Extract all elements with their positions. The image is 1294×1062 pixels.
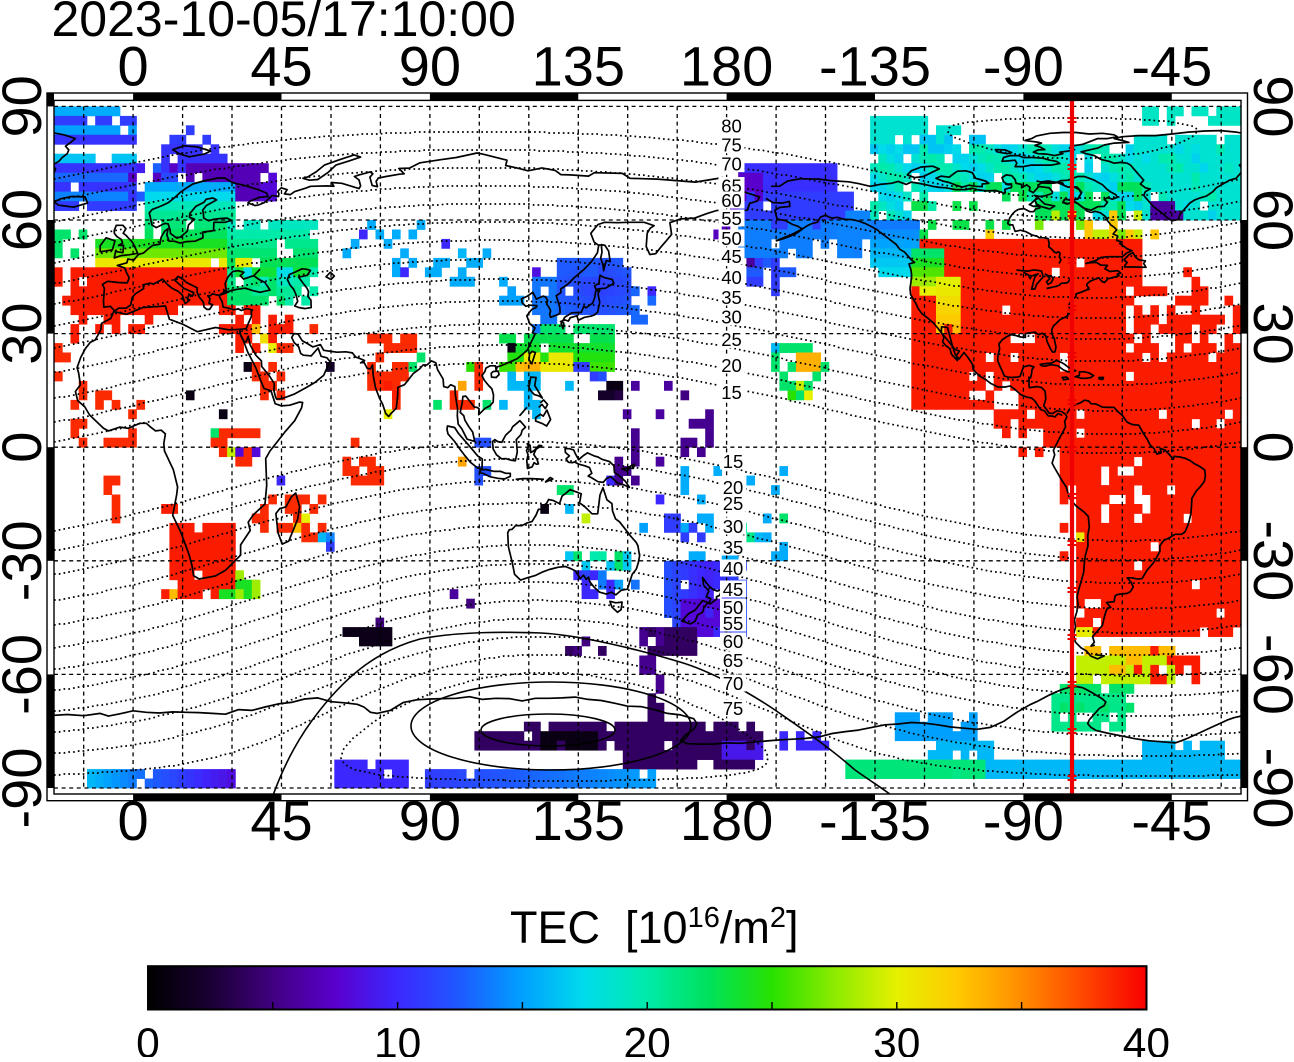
- svg-text:TEC [1016/m2]: TEC [1016/m2]: [510, 902, 798, 953]
- svg-text:180: 180: [680, 35, 773, 98]
- svg-text:-60: -60: [1242, 634, 1294, 715]
- svg-text:45: 45: [721, 246, 742, 267]
- svg-text:40: 40: [721, 267, 742, 288]
- svg-text:35: 35: [721, 287, 742, 308]
- svg-text:180: 180: [680, 789, 773, 852]
- svg-text:-90: -90: [983, 789, 1064, 852]
- svg-text:30: 30: [1242, 302, 1294, 364]
- svg-text:20: 20: [721, 355, 742, 376]
- svg-text:30: 30: [873, 1021, 920, 1058]
- svg-text:25: 25: [723, 493, 744, 514]
- svg-text:-60: -60: [0, 634, 53, 715]
- svg-text:55: 55: [721, 208, 742, 229]
- svg-text:0: 0: [1242, 432, 1294, 463]
- svg-text:30: 30: [723, 516, 744, 537]
- svg-text:15: 15: [721, 382, 742, 403]
- svg-text:2023-10-05/17:10:00: 2023-10-05/17:10:00: [52, 0, 516, 47]
- svg-text:25: 25: [721, 329, 742, 350]
- svg-text:40: 40: [1123, 1021, 1170, 1058]
- svg-text:-135: -135: [819, 789, 931, 852]
- svg-text:80: 80: [721, 116, 742, 137]
- svg-text:75: 75: [721, 135, 742, 156]
- svg-text:65: 65: [723, 650, 744, 671]
- svg-text:-30: -30: [1242, 520, 1294, 601]
- svg-text:-45: -45: [1131, 35, 1212, 98]
- svg-text:0: 0: [118, 789, 149, 852]
- svg-text:-45: -45: [1131, 789, 1212, 852]
- svg-text:0: 0: [118, 35, 149, 98]
- svg-text:-135: -135: [819, 35, 931, 98]
- svg-text:60: 60: [0, 189, 53, 251]
- svg-text:75: 75: [723, 698, 744, 719]
- svg-text:30: 30: [0, 302, 53, 364]
- svg-text:70: 70: [721, 153, 742, 174]
- svg-text:10: 10: [374, 1021, 421, 1058]
- svg-text:-90: -90: [0, 748, 53, 829]
- svg-text:60: 60: [723, 631, 744, 652]
- svg-text:-90: -90: [1242, 748, 1294, 829]
- svg-text:-90: -90: [983, 35, 1064, 98]
- svg-text:90: 90: [1242, 75, 1294, 137]
- svg-text:135: 135: [532, 35, 625, 98]
- svg-text:0: 0: [0, 432, 53, 463]
- svg-text:90: 90: [399, 789, 461, 852]
- svg-text:90: 90: [399, 35, 461, 98]
- svg-text:60: 60: [1242, 189, 1294, 251]
- svg-text:45: 45: [723, 579, 744, 600]
- svg-text:50: 50: [723, 597, 744, 618]
- svg-text:0: 0: [136, 1021, 160, 1058]
- svg-text:50: 50: [721, 228, 742, 249]
- svg-text:55: 55: [723, 613, 744, 634]
- svg-text:70: 70: [723, 673, 744, 694]
- svg-text:65: 65: [721, 175, 742, 196]
- svg-text:-30: -30: [0, 520, 53, 601]
- svg-text:90: 90: [0, 75, 53, 137]
- svg-text:40: 40: [723, 558, 744, 579]
- svg-text:45: 45: [250, 789, 312, 852]
- svg-text:45: 45: [250, 35, 312, 98]
- svg-text:15: 15: [723, 451, 744, 472]
- svg-text:35: 35: [723, 537, 744, 558]
- svg-text:30: 30: [721, 307, 742, 328]
- svg-text:20: 20: [624, 1021, 671, 1058]
- svg-text:135: 135: [532, 789, 625, 852]
- svg-text:60: 60: [721, 190, 742, 211]
- svg-text:20: 20: [723, 477, 744, 498]
